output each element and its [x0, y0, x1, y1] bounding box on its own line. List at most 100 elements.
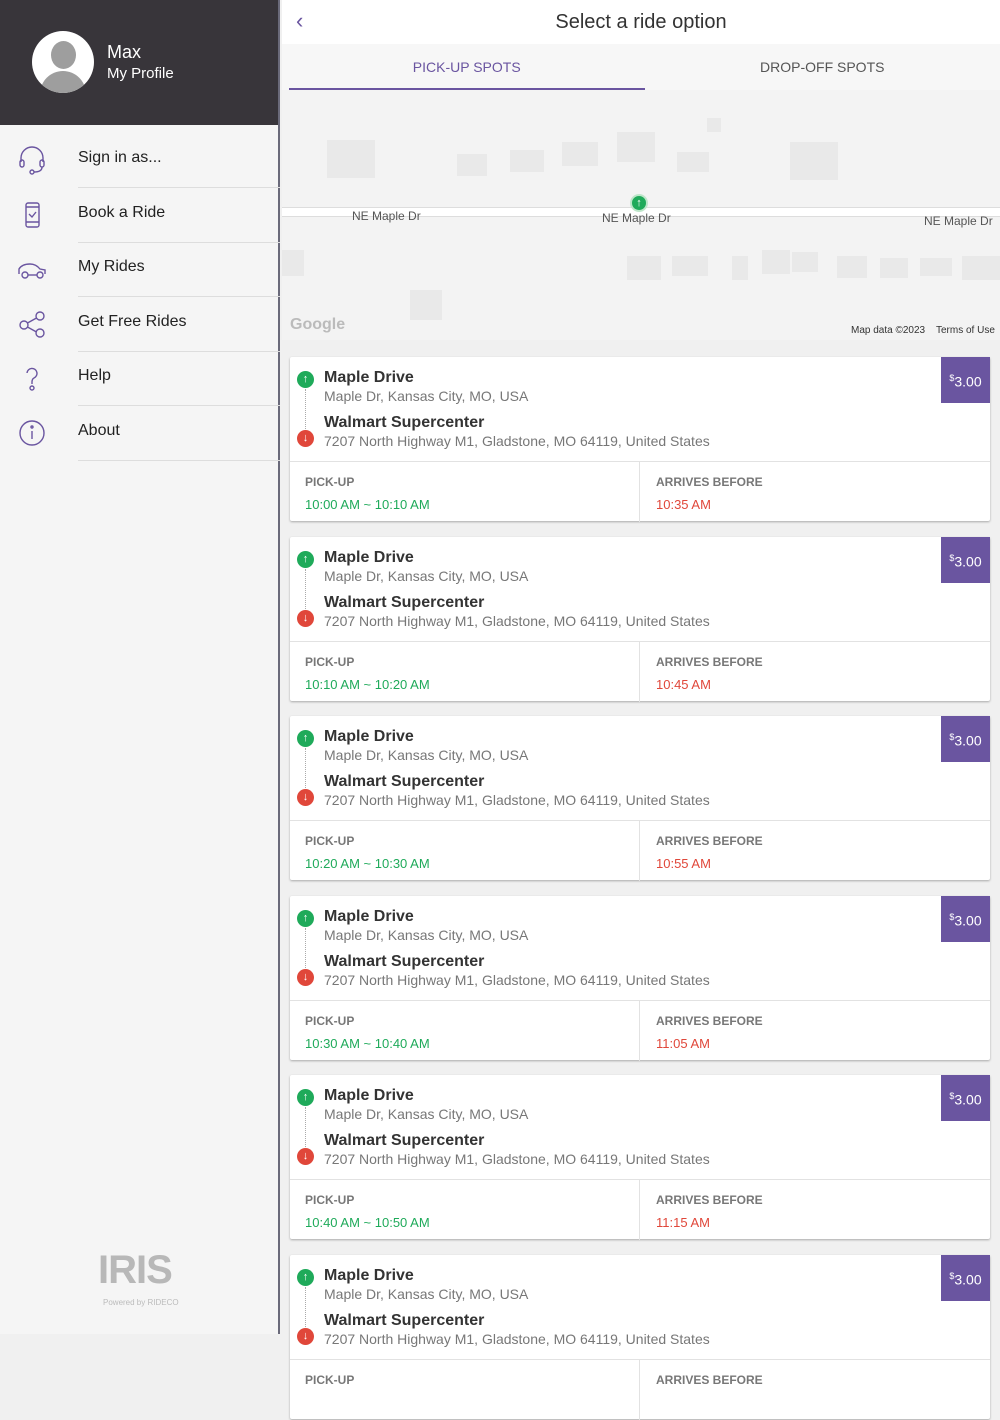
dropoff-address: 7207 North Highway M1, Gladstone, MO 641…: [324, 792, 710, 808]
ride-option-card[interactable]: ↑ ↓ Maple Drive Maple Dr, Kansas City, MO…: [290, 1075, 990, 1239]
pickup-window: 10:20 AM ~ 10:30 AM: [305, 856, 639, 871]
side-menu: Max My Profile Sign in as... Book a Ride M…: [0, 0, 280, 1334]
profile-name: Max: [107, 42, 141, 63]
sidebar-item-help[interactable]: Help: [0, 351, 280, 406]
price-badge: $3.00: [941, 1075, 990, 1121]
sidebar-item-label: Help: [78, 367, 111, 385]
road-label: NE Maple Dr: [352, 209, 421, 223]
profile-header[interactable]: Max My Profile: [0, 0, 278, 125]
price-badge: $3.00: [941, 357, 990, 403]
ride-option-card[interactable]: ↑ ↓ Maple Drive Maple Dr, Kansas City, MO…: [290, 896, 990, 1060]
dropoff-arrow-icon: ↓: [297, 969, 314, 986]
arrives-before-label: ARRIVES BEFORE: [656, 475, 763, 489]
ride-option-card[interactable]: ↑ ↓ Maple Drive Maple Dr, Kansas City, MO…: [290, 357, 990, 521]
iris-logo: IRIS: [98, 1248, 172, 1293]
pickup-window: 10:40 AM ~ 10:50 AM: [305, 1215, 639, 1230]
dropoff-arrow-icon: ↓: [297, 610, 314, 627]
phone-check-icon: [17, 200, 47, 230]
pickup-name: Maple Drive: [324, 369, 414, 387]
sidebar-item-label: Book a Ride: [78, 204, 165, 222]
powered-by: Powered by RIDECO: [103, 1298, 179, 1307]
pickup-address: Maple Dr, Kansas City, MO, USA: [324, 568, 528, 584]
avatar[interactable]: [32, 31, 94, 93]
pickup-pin-icon[interactable]: ↑: [630, 194, 648, 212]
arrives-before-time: 10:45 AM: [656, 677, 763, 692]
ride-option-card[interactable]: ↑↓ Maple Drive Maple Dr, Kansas City, MO…: [290, 1255, 990, 1419]
price-badge: $3.00: [941, 896, 990, 942]
car-icon: [17, 254, 47, 284]
dropoff-name: Walmart Supercenter: [324, 1312, 484, 1330]
info-icon: [17, 418, 47, 448]
pickup-arrow-icon: ↑: [297, 1089, 314, 1106]
tab-drop-off-spots[interactable]: DROP-OFF SPOTS: [645, 44, 1000, 90]
route-line: [305, 1107, 306, 1147]
road-label: NE Maple Dr: [602, 211, 671, 225]
dropoff-arrow-icon: ↓: [297, 1328, 314, 1345]
dropoff-name: Walmart Supercenter: [324, 773, 484, 791]
pickup-label: PICK-UP: [305, 655, 639, 669]
dropoff-address: 7207 North Highway M1, Gladstone, MO 641…: [324, 1331, 710, 1347]
map-data-attribution: Map data ©2023: [851, 325, 925, 336]
sidebar-item-label: About: [78, 422, 120, 440]
sidebar-item-sign-in-as[interactable]: Sign in as...: [0, 133, 280, 188]
sidebar-item-about[interactable]: About: [0, 406, 280, 461]
price-badge: $3.00: [941, 716, 990, 762]
route-line: [305, 748, 306, 788]
map[interactable]: NE Maple Dr NE Maple Dr NE Maple Dr ↑ Go…: [282, 90, 1000, 340]
arrives-before-time: 11:15 AM: [656, 1215, 763, 1230]
sidebar-item-label: Get Free Rides: [78, 313, 186, 331]
pickup-window: 10:10 AM ~ 10:20 AM: [305, 677, 639, 692]
ride-option-card[interactable]: ↑↓ Maple Drive Maple Dr, Kansas City, MO…: [290, 716, 990, 880]
sidebar-item-book-a-ride[interactable]: Book a Ride: [0, 188, 280, 243]
route-line: [305, 928, 306, 968]
tab-pick-up-spots[interactable]: PICK-UP SPOTS: [289, 44, 645, 90]
price-badge: $3.00: [941, 1255, 990, 1301]
page-title: Select a ride option: [282, 11, 1000, 34]
sidebar-item-get-free-rides[interactable]: Get Free Rides: [0, 297, 280, 352]
pickup-window: 10:30 AM ~ 10:40 AM: [305, 1036, 639, 1051]
road-label: NE Maple Dr: [924, 214, 993, 228]
dropoff-name: Walmart Supercenter: [324, 594, 484, 612]
arrives-before-time: 10:35 AM: [656, 497, 763, 512]
pickup-arrow-icon: ↑: [297, 730, 314, 747]
pickup-label: PICK-UP: [305, 475, 639, 489]
price-value: 3.00: [954, 912, 981, 928]
headset-icon: [17, 145, 47, 175]
dropoff-address: 7207 North Highway M1, Gladstone, MO 641…: [324, 972, 710, 988]
pickup-arrow-icon: ↑: [297, 910, 314, 927]
pickup-name: Maple Drive: [324, 908, 414, 926]
tabs: PICK-UP SPOTS DROP-OFF SPOTS: [282, 44, 1000, 90]
pickup-address: Maple Dr, Kansas City, MO, USA: [324, 1286, 528, 1302]
pickup-arrow-icon: ↑: [297, 371, 314, 388]
pickup-label: PICK-UP: [305, 1193, 639, 1207]
terms-of-use-link[interactable]: Terms of Use: [936, 325, 995, 336]
dropoff-name: Walmart Supercenter: [324, 1132, 484, 1150]
question-icon: [17, 363, 47, 393]
dropoff-arrow-icon: ↓: [297, 789, 314, 806]
arrives-before-label: ARRIVES BEFORE: [656, 834, 763, 848]
pickup-arrow-icon: ↑: [297, 1269, 314, 1286]
ride-option-card[interactable]: ↑↓ Maple Drive Maple Dr, Kansas City, MO…: [290, 537, 990, 701]
my-profile-link[interactable]: My Profile: [107, 65, 174, 82]
arrives-before-label: ARRIVES BEFORE: [656, 1373, 763, 1387]
arrives-before-label: ARRIVES BEFORE: [656, 1193, 763, 1207]
arrives-before-time: 11:05 AM: [656, 1036, 763, 1051]
arrives-before-label: ARRIVES BEFORE: [656, 655, 763, 669]
pickup-name: Maple Drive: [324, 1087, 414, 1105]
dropoff-arrow-icon: ↓: [297, 1148, 314, 1165]
share-icon: [17, 309, 47, 339]
route-line: [305, 389, 306, 429]
pickup-label: PICK-UP: [305, 1014, 639, 1028]
price-value: 3.00: [954, 1092, 981, 1108]
pickup-address: Maple Dr, Kansas City, MO, USA: [324, 388, 528, 404]
price-value: 3.00: [954, 1272, 981, 1288]
sidebar-item-my-rides[interactable]: My Rides: [0, 242, 280, 297]
arrives-before-time: 10:55 AM: [656, 856, 763, 871]
pickup-address: Maple Dr, Kansas City, MO, USA: [324, 927, 528, 943]
price-badge: $3.00: [941, 537, 990, 583]
pickup-address: Maple Dr, Kansas City, MO, USA: [324, 747, 528, 763]
dropoff-arrow-icon: ↓: [297, 430, 314, 447]
pickup-address: Maple Dr, Kansas City, MO, USA: [324, 1106, 528, 1122]
top-bar: ‹ Select a ride option: [282, 0, 1000, 44]
pickup-name: Maple Drive: [324, 549, 414, 567]
